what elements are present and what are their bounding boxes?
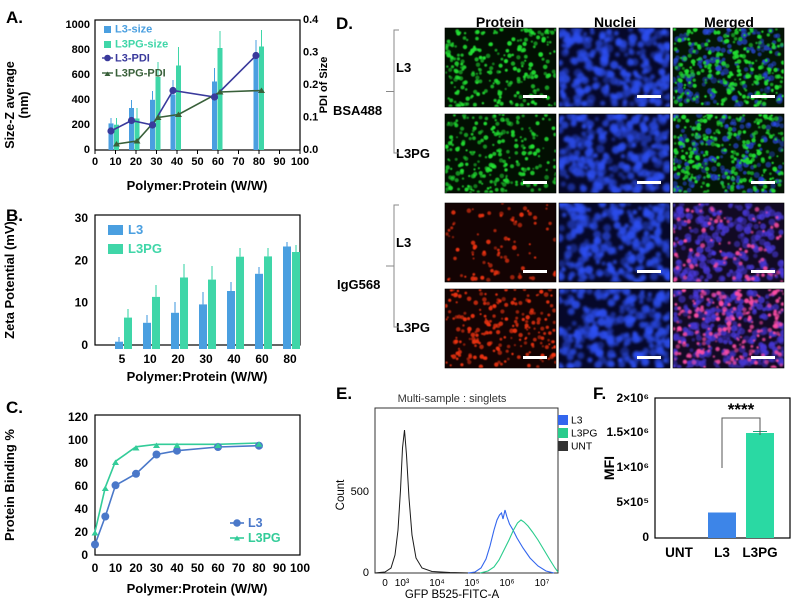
svg-text:1×10⁶: 1×10⁶ bbox=[616, 460, 649, 474]
svg-text:BSA488: BSA488 bbox=[333, 103, 382, 118]
svg-text:Nuclei: Nuclei bbox=[594, 14, 636, 30]
svg-text:L3PG: L3PG bbox=[742, 545, 777, 560]
svg-text:L3: L3 bbox=[396, 235, 411, 250]
svg-text:UNT: UNT bbox=[665, 545, 693, 560]
svg-text:MFI: MFI bbox=[601, 456, 617, 480]
svg-text:0: 0 bbox=[642, 530, 649, 544]
svg-text:Merged: Merged bbox=[704, 14, 754, 30]
svg-text:L3: L3 bbox=[714, 545, 730, 560]
svg-text:****: **** bbox=[728, 400, 755, 419]
svg-text:Protein: Protein bbox=[476, 14, 524, 30]
svg-text:IgG568: IgG568 bbox=[337, 277, 380, 292]
svg-text:L3PG: L3PG bbox=[396, 320, 430, 335]
svg-text:L3: L3 bbox=[396, 60, 411, 75]
svg-text:5×10⁵: 5×10⁵ bbox=[616, 495, 649, 509]
svg-text:2×10⁶: 2×10⁶ bbox=[616, 391, 649, 405]
svg-text:L3PG: L3PG bbox=[396, 146, 430, 161]
svg-text:1.5×10⁶: 1.5×10⁶ bbox=[606, 425, 649, 439]
